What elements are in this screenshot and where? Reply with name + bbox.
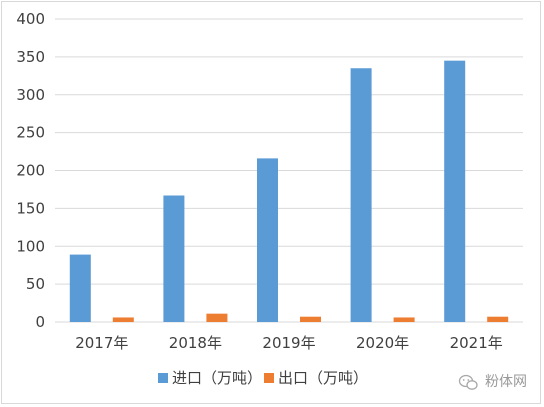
legend-swatch — [264, 373, 274, 383]
y-tick-label: 50 — [26, 275, 45, 293]
bar-export — [206, 313, 228, 322]
legend-label: 出口（万吨） — [278, 369, 368, 387]
x-tick-label: 2017年 — [75, 334, 128, 352]
y-tick-label: 0 — [35, 313, 45, 331]
legend-swatch — [158, 373, 168, 383]
y-tick-label: 250 — [16, 124, 45, 142]
bar-import — [69, 254, 91, 322]
legend-item: 出口（万吨） — [264, 369, 368, 387]
y-tick-label: 350 — [16, 48, 45, 66]
watermark: 粉体网 — [458, 374, 527, 390]
bar-export — [487, 316, 509, 322]
legend-label: 进口（万吨） — [172, 369, 262, 387]
y-tick-label: 150 — [16, 199, 45, 217]
legend-item: 进口（万吨） — [158, 369, 262, 387]
bar-export — [300, 316, 321, 322]
y-tick-label: 200 — [16, 162, 45, 180]
x-tick-label: 2020年 — [356, 334, 409, 352]
bar-import — [444, 60, 466, 322]
y-tick-label: 400 — [16, 10, 45, 28]
bar-import — [257, 158, 278, 322]
bar-export — [112, 317, 134, 322]
x-tick-label: 2019年 — [262, 334, 315, 352]
bar-import — [350, 68, 372, 322]
y-tick-label: 100 — [16, 237, 45, 255]
bar-import — [163, 195, 185, 322]
x-tick-label: 2018年 — [169, 334, 222, 352]
watermark-text: 粉体网 — [485, 374, 527, 390]
wechat-icon — [458, 374, 478, 390]
x-tick-label: 2021年 — [450, 334, 503, 352]
y-tick-label: 300 — [16, 86, 45, 104]
bar-export — [393, 317, 415, 322]
